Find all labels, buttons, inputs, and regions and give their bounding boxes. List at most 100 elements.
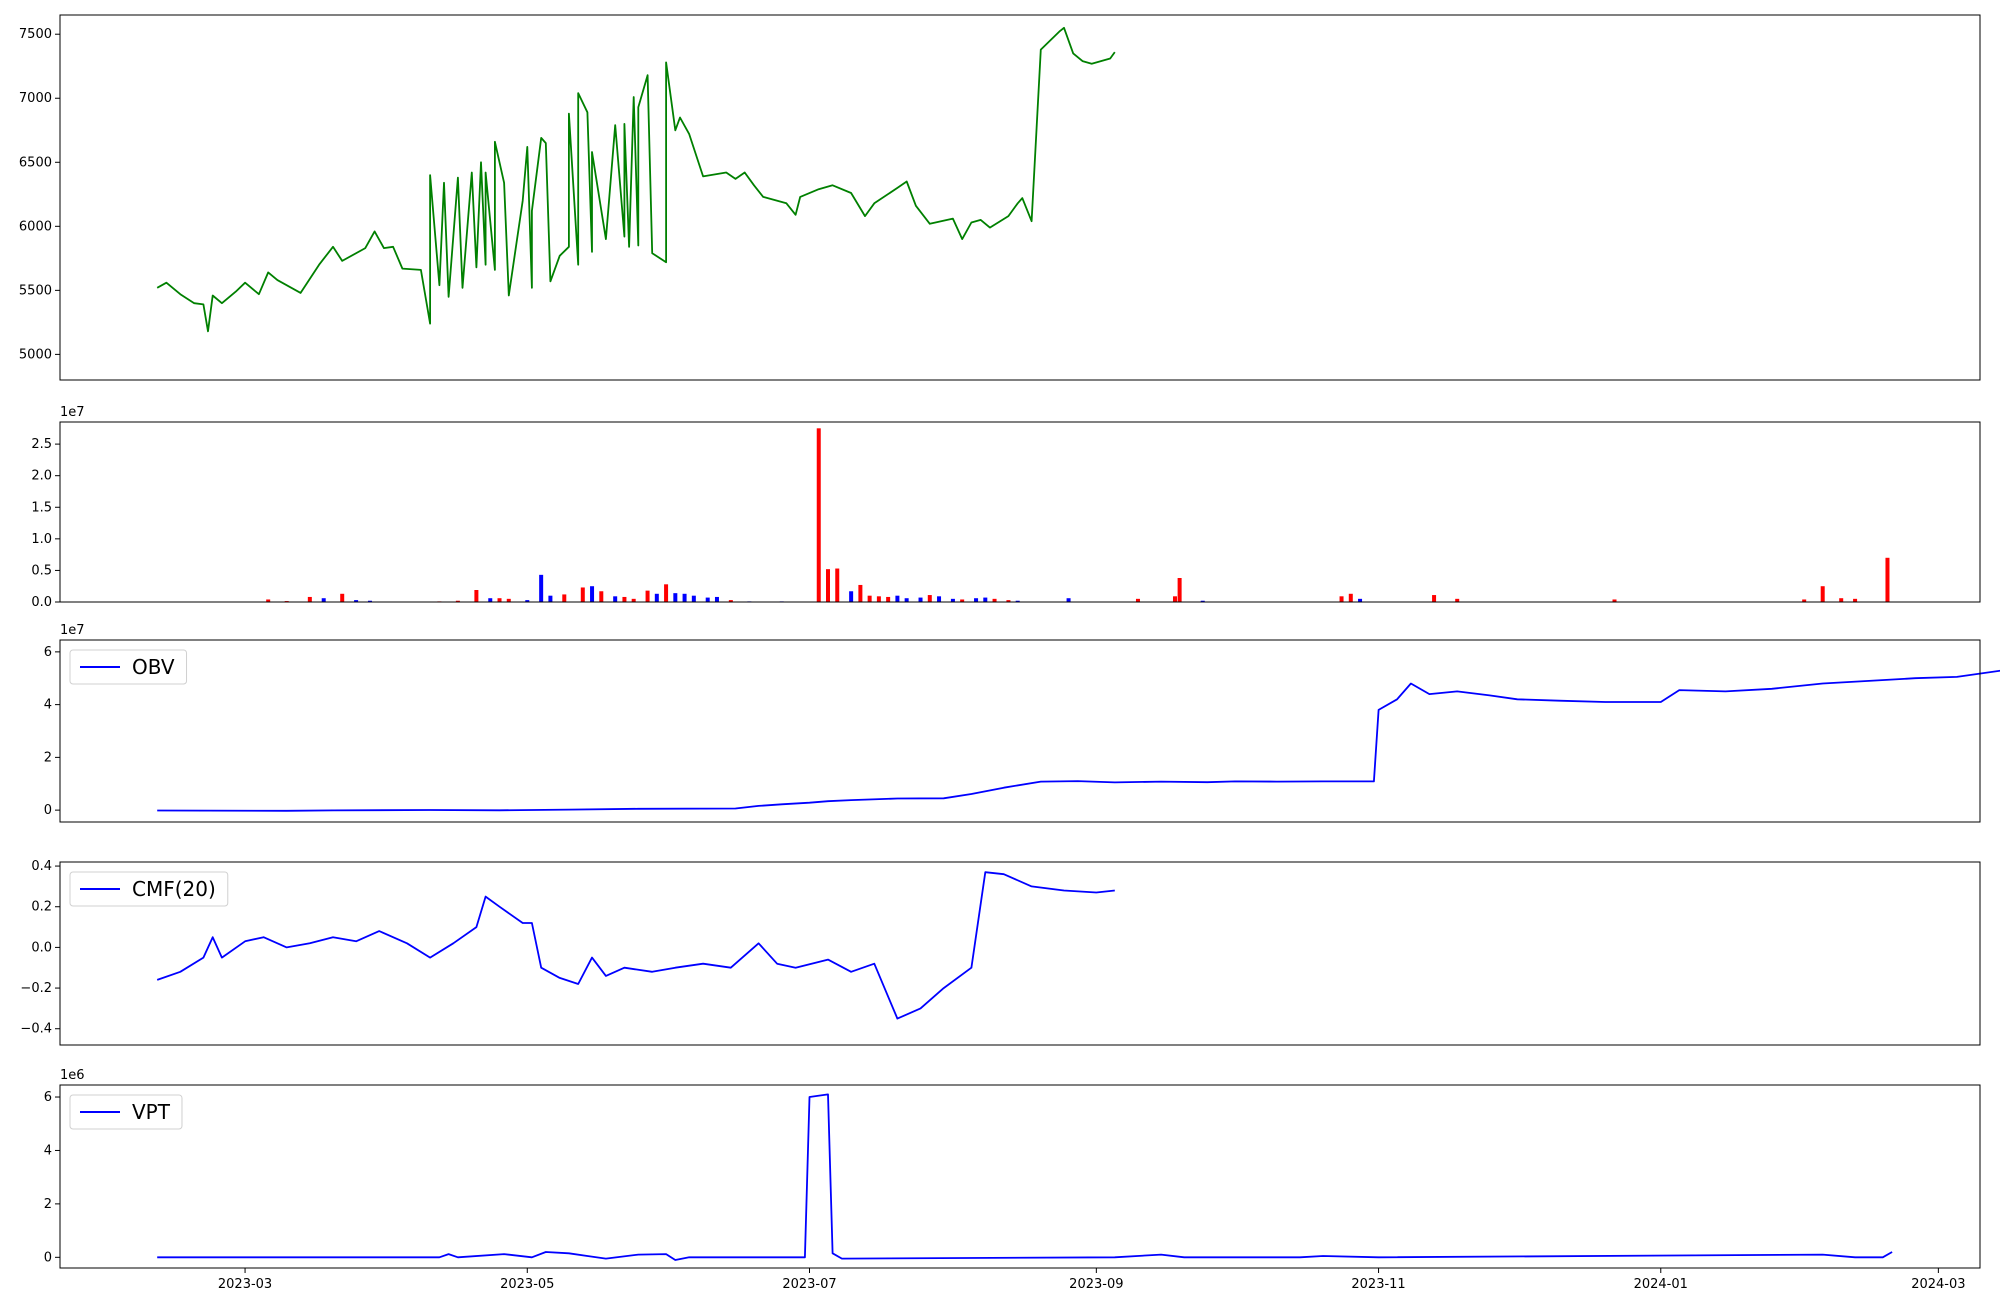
- y-tick-label: 2: [44, 750, 52, 765]
- volume-bar: [1172, 596, 1177, 602]
- y-tick-label: 5500: [19, 283, 52, 298]
- volume-bar: [1612, 599, 1617, 602]
- volume-bar: [705, 597, 710, 602]
- volume-bar: [654, 593, 659, 602]
- volume-bar: [1839, 598, 1844, 602]
- volume-bar: [599, 591, 604, 602]
- y-tick-label: 2: [44, 1197, 52, 1212]
- y-tick-label: 2.5: [31, 437, 52, 452]
- x-tick-label: 2023-09: [1069, 1277, 1123, 1292]
- x-tick-label: 2024-03: [1911, 1277, 1965, 1292]
- y-tick-label: 0.4: [31, 859, 52, 874]
- volume-panel: 1e7 0.0 0.5 1.0 1.5 2.0 2.5: [31, 405, 1981, 610]
- y-tick-label: 7000: [19, 91, 52, 106]
- volume-bar: [849, 591, 854, 602]
- volume-bar: [937, 596, 942, 602]
- volume-bar: [1339, 596, 1344, 602]
- volume-bar: [1432, 595, 1437, 602]
- y-tick-label: 0.0: [31, 595, 52, 610]
- cmf-legend: CMF(20): [69, 871, 229, 907]
- y-tick-label: 0: [44, 1250, 52, 1265]
- volume-bar: [1358, 598, 1363, 602]
- price-series-line: [156, 26, 1116, 333]
- volume-bar: [950, 598, 955, 602]
- volume-bar: [858, 584, 863, 602]
- y-tick-label: 6: [44, 1090, 52, 1105]
- shared-date-axis: 2023-03 2023-05 2023-07 2023-09 2023-11 2024-…: [218, 1277, 1966, 1292]
- volume-bar: [1348, 593, 1353, 602]
- y-tick-label: 5000: [19, 347, 52, 362]
- vpt-panel: 1e6 VPT 0 2 4 6: [44, 1068, 1981, 1273]
- x-tick-label: 2023-11: [1351, 1277, 1405, 1292]
- volume-bar: [497, 598, 502, 602]
- cmf-panel-frame: [59, 861, 1981, 1046]
- volume-bar: [1066, 598, 1071, 602]
- vpt-series-line: [157, 1093, 1893, 1261]
- volume-bar: [645, 590, 650, 602]
- volume-bar: [354, 600, 359, 602]
- y-tick-label: 7500: [19, 27, 52, 42]
- volume-bar: [714, 596, 719, 602]
- volume-bar: [488, 598, 493, 602]
- volume-bar: [340, 593, 345, 602]
- volume-bar: [525, 600, 530, 602]
- volume-offset-text: 1e7: [60, 405, 85, 420]
- y-tick-label: 6500: [19, 155, 52, 170]
- volume-bar: [367, 600, 372, 602]
- y-tick-label: 6000: [19, 219, 52, 234]
- cmf-20--series-line: [156, 871, 1115, 1020]
- volume-bar: [816, 428, 821, 602]
- volume-bar: [506, 598, 511, 602]
- volume-bar: [682, 593, 687, 602]
- x-tick-label: 2024-01: [1634, 1277, 1688, 1292]
- y-tick-label: 0.2: [31, 900, 52, 915]
- obv-panel-frame: [59, 639, 1981, 823]
- cmf-legend-box: [69, 871, 229, 907]
- volume-bar: [631, 598, 636, 602]
- x-tick-label: 2023-05: [500, 1277, 554, 1292]
- cmf-panel: CMF(20) −0.4 −0.2 0.0 0.2 0.4: [20, 859, 1981, 1046]
- volume-bar: [562, 594, 567, 602]
- y-tick-label: 0.5: [31, 563, 52, 578]
- price-panel: 5000 5500 6000 6500 7000 7500: [19, 14, 1981, 381]
- obv-legend-label: OBV: [132, 655, 175, 679]
- volume-bar: [728, 600, 733, 602]
- volume-bar: [867, 595, 872, 602]
- volume-bar: [1853, 598, 1858, 602]
- obv-legend: OBV: [69, 649, 188, 685]
- volume-bar: [918, 597, 923, 602]
- y-tick-label: 4: [44, 698, 52, 713]
- volume-bar: [580, 587, 585, 602]
- volume-bar: [1455, 598, 1460, 602]
- vpt-legend-label: VPT: [132, 1100, 171, 1124]
- y-tick-label: 1.0: [31, 532, 52, 547]
- volume-bar: [673, 593, 678, 602]
- x-tick-label: 2023-03: [218, 1277, 272, 1292]
- volume-bar: [886, 596, 891, 602]
- volume-bar: [992, 598, 997, 602]
- obv-panel: 1e7 OBV 0 2 4 6: [44, 623, 2000, 823]
- volume-bar: [1135, 598, 1140, 602]
- obv-offset-text: 1e7: [60, 623, 85, 638]
- volume-bar: [876, 596, 881, 602]
- vpt-panel-frame: [59, 1084, 1981, 1269]
- volume-bar: [826, 569, 830, 602]
- y-tick-label: 0.0: [31, 940, 52, 955]
- volume-bar: [266, 599, 271, 602]
- volume-bar: [1015, 600, 1020, 602]
- y-tick-label: 6: [44, 645, 52, 660]
- y-tick-label: −0.4: [20, 1022, 52, 1037]
- cmf-legend-label: CMF(20): [132, 877, 216, 901]
- y-tick-label: 4: [44, 1143, 52, 1158]
- y-tick-label: 0: [44, 803, 52, 818]
- volume-bar: [474, 590, 479, 602]
- volume-bar: [613, 596, 618, 602]
- volume-bar: [960, 599, 965, 602]
- volume-bar: [590, 586, 595, 602]
- volume-bar: [1177, 578, 1182, 602]
- volume-bar: [1885, 557, 1890, 602]
- volume-bar: [974, 598, 979, 602]
- volume-bar: [664, 584, 669, 602]
- y-tick-label: 1.5: [31, 500, 52, 515]
